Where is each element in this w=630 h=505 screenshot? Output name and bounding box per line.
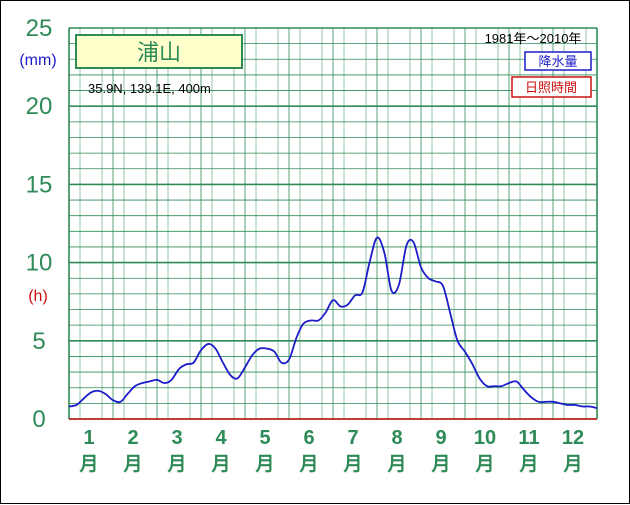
- y-tick-label: 10: [26, 250, 53, 277]
- x-tick-month-unit: 月: [166, 453, 186, 475]
- y-tick-label: 25: [26, 15, 53, 42]
- x-tick-month-number: 11: [518, 427, 539, 449]
- x-tick-month-number: 9: [435, 427, 446, 449]
- station-coords: 35.9N, 139.1E, 400m: [88, 81, 211, 96]
- legend-precip-box: [524, 51, 592, 71]
- series-layer: [68, 236, 598, 420]
- unit-mm-label: (mm): [19, 52, 56, 69]
- x-tick-month-number: 4: [215, 427, 227, 449]
- x-tick-month-number: 8: [391, 427, 402, 449]
- x-tick-month-number: 6: [303, 427, 314, 449]
- legend-sunshine-label: 日照時間: [525, 81, 577, 96]
- precip-series-line: [68, 236, 598, 409]
- station-name: 浦山: [137, 41, 181, 66]
- x-tick-month-unit: 月: [210, 453, 230, 475]
- y-tick-label: 15: [26, 171, 53, 198]
- x-tick-month-unit: 月: [298, 453, 318, 475]
- x-tick-month-number: 3: [171, 427, 182, 449]
- x-tick-month-number: 10: [474, 427, 496, 449]
- x-axis-ticks: 1 月 2 月 3 月 4 月 5 月 6 月 7 月 8 月 9 月 10 月 11 月 12 月: [78, 427, 584, 475]
- x-tick-month-number: 5: [259, 427, 270, 449]
- x-tick-month-unit: 月: [430, 453, 450, 475]
- x-tick-month-unit: 月: [386, 453, 406, 475]
- y-tick-label: 0: [32, 406, 45, 433]
- x-tick-month-number: 1: [83, 427, 94, 449]
- x-tick-month-unit: 月: [342, 453, 362, 475]
- x-tick-month-unit: 月: [562, 453, 582, 475]
- x-tick-month-number: 2: [127, 427, 138, 449]
- y-tick-label: 5: [32, 328, 45, 355]
- station-name-box: [75, 34, 243, 69]
- y-tick-label: 20: [26, 93, 53, 120]
- y-axis-ticks: 0 5 10 15 20 25: [26, 15, 53, 433]
- x-tick-month-unit: 月: [518, 453, 538, 475]
- x-tick-month-number: 7: [347, 427, 358, 449]
- period-label: 1981年〜2010年: [485, 31, 582, 46]
- x-tick-month-number: 12: [562, 427, 584, 449]
- x-tick-month-unit: 月: [474, 453, 494, 475]
- x-tick-month-unit: 月: [78, 453, 98, 475]
- x-tick-month-unit: 月: [122, 453, 142, 475]
- unit-h-label: (h): [28, 288, 48, 305]
- x-tick-month-unit: 月: [254, 453, 274, 475]
- legend-precip-label: 降水量: [538, 55, 577, 70]
- legend-sunshine-box: [511, 76, 592, 98]
